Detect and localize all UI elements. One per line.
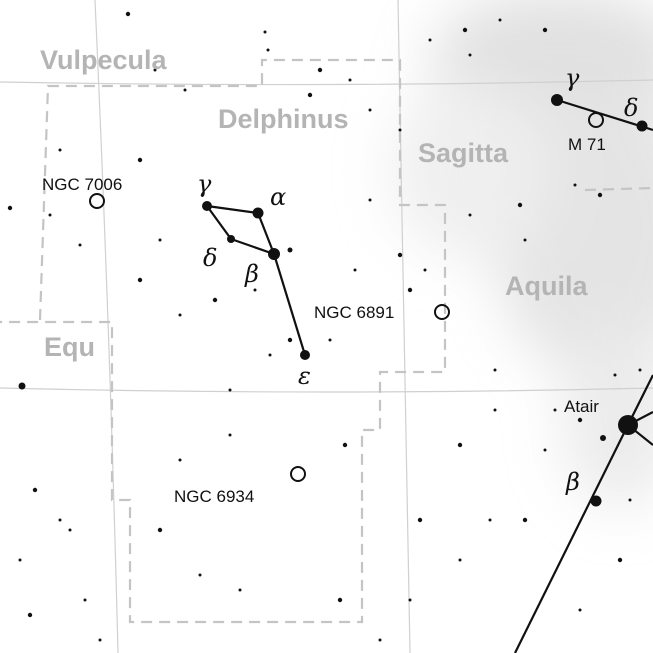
faint-star — [553, 408, 557, 412]
faint-star — [638, 368, 642, 372]
faint-star — [178, 313, 182, 317]
faint-star — [307, 92, 313, 98]
stars — [7, 11, 648, 642]
faint-star — [517, 202, 523, 208]
faint-star — [368, 108, 372, 112]
constellation-name: Delphinus — [218, 104, 349, 134]
faint-star — [573, 183, 577, 187]
constellation-name: Vulpecula — [40, 45, 168, 75]
milky-way — [390, 0, 653, 510]
faint-star — [83, 598, 87, 602]
faint-star — [32, 487, 38, 493]
constellation-name: Aquila — [505, 271, 588, 301]
faint-star — [617, 557, 623, 563]
faint-star — [428, 38, 432, 42]
faint-star — [577, 417, 583, 423]
object-label: M 71 — [568, 135, 606, 154]
object-label: NGC 6891 — [314, 303, 394, 322]
faint-star — [493, 408, 497, 412]
faint-star — [378, 638, 382, 642]
faint-star — [78, 243, 82, 247]
faint-star — [7, 205, 13, 211]
star-labels: γ α δ β ε γ δ Atair β — [197, 64, 638, 496]
faint-star — [157, 527, 163, 533]
faint-star — [543, 448, 547, 452]
faint-star — [458, 558, 462, 562]
faint-star — [457, 442, 463, 448]
faint-star — [488, 518, 492, 522]
faint-star — [353, 268, 357, 272]
faint-star — [58, 148, 62, 152]
faint-star — [493, 368, 497, 372]
star-label: α — [270, 183, 286, 211]
faint-star — [613, 373, 617, 377]
object-labels: NGC 7006 NGC 6891 NGC 6934 M 71 — [42, 135, 606, 506]
faint-star — [328, 338, 332, 342]
faint-star — [238, 588, 242, 592]
faint-star — [398, 128, 402, 132]
faint-star — [125, 11, 131, 17]
star-label: β — [565, 468, 580, 496]
faint-star — [228, 433, 232, 437]
faint-star — [183, 88, 187, 92]
faint-star — [423, 268, 427, 272]
faint-star — [368, 198, 372, 202]
faint-star — [542, 27, 548, 33]
faint-star — [462, 27, 468, 33]
faint-star — [68, 528, 72, 532]
constellation-name: Sagitta — [418, 138, 509, 168]
faint-star — [137, 157, 143, 163]
faint-star — [58, 518, 62, 522]
star-label: β — [244, 260, 259, 288]
faint-star — [417, 517, 423, 523]
constellation-names: Vulpecula Delphinus Sagitta Aquila Equ — [40, 45, 588, 362]
star-label: Atair — [564, 397, 599, 416]
faint-star — [348, 78, 352, 82]
object-label: NGC 7006 — [42, 175, 122, 194]
faint-star — [178, 458, 182, 462]
object-label: NGC 6934 — [174, 487, 254, 506]
faint-star — [573, 478, 577, 482]
faint-star — [597, 192, 603, 198]
faint-star — [498, 18, 502, 22]
faint-star — [397, 252, 403, 258]
faint-star — [158, 238, 162, 242]
star-label: ε — [298, 362, 311, 390]
faint-star — [27, 612, 33, 618]
faint-star — [137, 277, 143, 283]
faint-star — [342, 442, 348, 448]
faint-star — [198, 573, 202, 577]
faint-star — [578, 608, 582, 612]
faint-star — [468, 213, 472, 217]
faint-star — [408, 598, 412, 602]
faint-star — [266, 48, 270, 52]
constellation-boundaries — [0, 58, 653, 624]
faint-star — [253, 288, 257, 292]
faint-star — [18, 558, 22, 562]
faint-star — [98, 638, 102, 642]
faint-star — [407, 287, 413, 293]
faint-star — [268, 353, 272, 357]
constellation-name: Equ — [44, 332, 95, 362]
faint-star — [153, 68, 157, 72]
star-label: δ — [624, 94, 638, 122]
faint-star — [522, 517, 528, 523]
faint-star — [48, 213, 52, 217]
faint-star — [212, 297, 218, 303]
faint-star — [628, 498, 632, 502]
faint-star — [523, 238, 527, 242]
faint-star — [337, 597, 343, 603]
faint-star — [468, 53, 472, 57]
star-label: γ — [565, 64, 580, 92]
faint-star — [317, 67, 323, 73]
star-label: γ — [197, 170, 212, 198]
faint-star — [228, 388, 232, 392]
faint-star — [287, 337, 293, 343]
star-label: δ — [203, 244, 217, 272]
faint-star — [263, 30, 267, 34]
deep-sky-objects — [89, 112, 604, 482]
